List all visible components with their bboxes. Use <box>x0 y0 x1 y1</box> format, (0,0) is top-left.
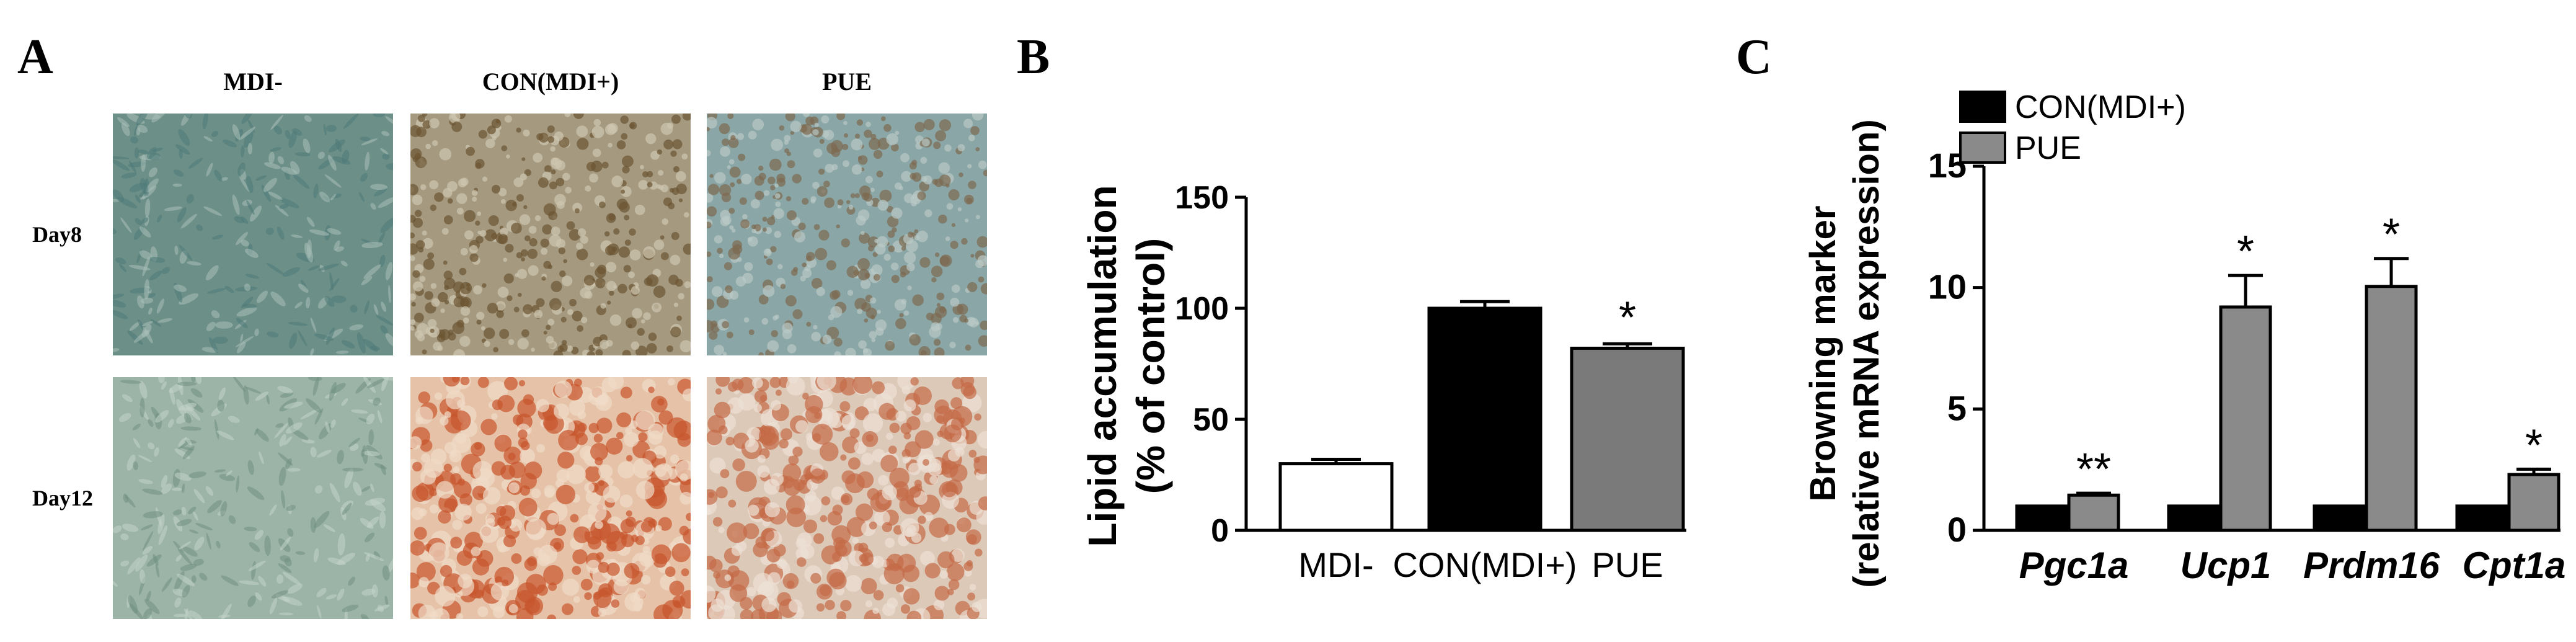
c-x-tick-label: Prdm16 <box>2303 545 2440 586</box>
panel-b-chart: B 0 50 100 150 MDI- CON(MDI+) PUE * Lipid accumu… <box>1017 30 1686 584</box>
c-bar-ucp1-con-mdi <box>2167 504 2220 532</box>
micrograph-day12-con-mdi <box>410 377 691 619</box>
c-bar-cpt1a-con-mdi <box>2455 504 2508 532</box>
c-legend-swatch-con-mdi <box>1959 91 2006 123</box>
panel-a-letter: A <box>17 30 53 84</box>
b-x-tick-label: CON(MDI+) <box>1392 545 1577 584</box>
b-bar-pue <box>1570 346 1685 532</box>
micrograph-day12-pue <box>707 377 987 619</box>
b-y-axis-label-line: (% of control) <box>1128 238 1173 494</box>
b-y-axis-label-line: Lipid accumulation <box>1080 185 1125 546</box>
c-bar-pgc1a-pue <box>2067 493 2120 532</box>
c-significance-marker: * <box>2525 421 2543 470</box>
c-significance-marker: * <box>2383 210 2400 260</box>
b-x-tick-label: PUE <box>1591 545 1663 584</box>
micrograph-day8-con-mdi <box>410 114 691 355</box>
b-y-tick-label: 100 <box>1175 291 1229 327</box>
c-y-axis-label: Browning marker(relative mRNA expression… <box>1803 119 1887 587</box>
column-header-con-mdi: CON(MDI+) <box>482 68 619 96</box>
row-label-day8: Day8 <box>32 222 82 247</box>
c-y-tick-label: 5 <box>1947 388 1967 427</box>
panel-c-chart: C 051015Pgc1a**Ucp1*Prdm16*Cpt1a*Brownin… <box>1736 30 2565 588</box>
b-bar-con-mdi <box>1427 306 1543 532</box>
c-legend: CON(MDI+) PUE <box>1959 89 2186 166</box>
micrograph-day12-mdi <box>113 377 393 619</box>
c-x-tick-label: Cpt1a <box>2463 545 2566 586</box>
b-y-tick-label: 50 <box>1193 402 1229 438</box>
panel-b-letter: B <box>1017 30 1050 84</box>
micrograph-day8-mdi <box>113 114 393 355</box>
b-y-tick-label: 150 <box>1175 180 1229 216</box>
c-x-tick-label: Ucp1 <box>2180 545 2272 586</box>
column-header-mdi: MDI- <box>223 68 283 96</box>
c-legend-label: CON(MDI+) <box>2015 89 2186 125</box>
c-bar-pgc1a-con-mdi <box>2015 504 2068 532</box>
c-bar-prdm16-pue <box>2365 285 2418 532</box>
b-significance-marker: * <box>1619 293 1636 342</box>
c-significance-marker: ** <box>2076 445 2111 494</box>
column-header-pue: PUE <box>822 68 872 96</box>
micrograph-day8-pue <box>707 114 987 355</box>
c-y-tick-label: 0 <box>1947 510 1967 549</box>
c-y-axis-label-line: Browning marker <box>1803 206 1843 502</box>
b-x-tick-label: MDI- <box>1298 545 1373 584</box>
c-x-tick-label: Pgc1a <box>2019 545 2129 586</box>
b-y-axis-label: Lipid accumulation(% of control) <box>1080 185 1173 546</box>
b-bar-mdi <box>1278 462 1394 532</box>
c-legend-label: PUE <box>2015 130 2081 166</box>
c-significance-marker: * <box>2237 227 2254 277</box>
row-label-day12: Day12 <box>32 486 93 510</box>
c-y-tick-label: 10 <box>1928 267 1967 306</box>
c-bar-cpt1a-pue <box>2507 473 2561 532</box>
c-bar-prdm16-con-mdi <box>2313 504 2366 532</box>
c-legend-swatch-pue <box>1959 132 2006 164</box>
b-y-tick-label: 0 <box>1211 513 1229 549</box>
panel-a-micrographs: A MDI- CON(MDI+) PUE Day8 Day12 <box>17 30 987 619</box>
c-bar-ucp1-pue <box>2219 305 2272 532</box>
c-y-axis-label-line: (relative mRNA expression) <box>1846 119 1887 587</box>
panel-c-letter: C <box>1736 30 1772 84</box>
